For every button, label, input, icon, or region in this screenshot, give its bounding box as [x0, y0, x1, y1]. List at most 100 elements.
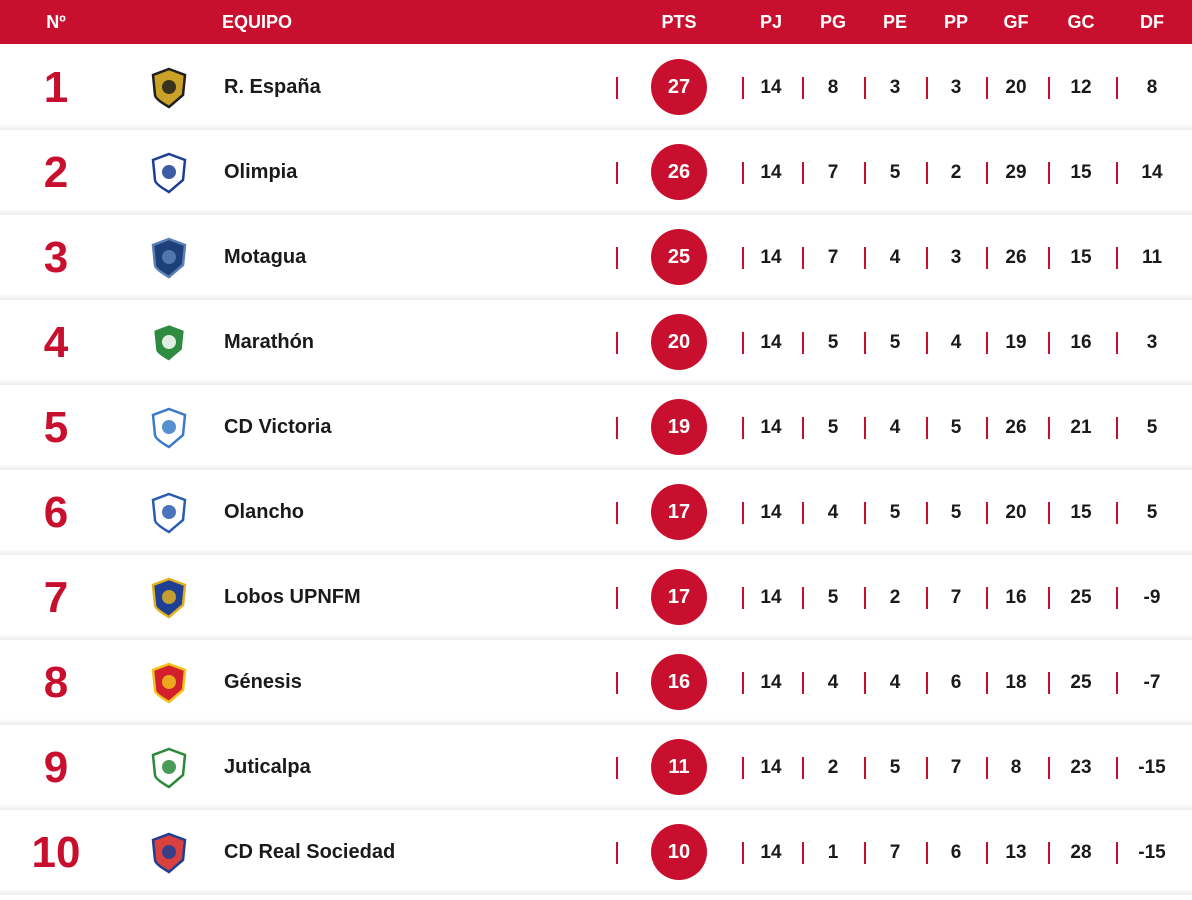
stat-goals-for: 16: [1005, 587, 1027, 608]
column-separator: [986, 332, 988, 354]
team-name[interactable]: Olimpia: [224, 161, 298, 183]
column-separator: [742, 247, 744, 269]
stat-goals-for: 13: [1005, 842, 1027, 863]
column-separator: [864, 842, 866, 864]
stat-played: 14: [760, 502, 782, 523]
stat-goals-for: 26: [1005, 417, 1027, 438]
stat-goals-against: 25: [1070, 587, 1092, 608]
table-header: Nº EQUIPO PTS PJ PG PE PP GF GC DF: [0, 0, 1192, 44]
column-separator: [1048, 247, 1050, 269]
column-separator: [742, 757, 744, 779]
column-separator: [1116, 757, 1118, 779]
column-separator: [926, 757, 928, 779]
stat-goals-against: 28: [1070, 842, 1092, 863]
column-separator: [1048, 502, 1050, 524]
marathon-crest-icon: [148, 300, 190, 385]
column-separator: [1116, 332, 1118, 354]
column-separator: [1116, 77, 1118, 99]
stat-goals-for: 29: [1005, 162, 1027, 183]
table-row: 3 Motagua 25 14 7 4 3 26 15 11: [0, 215, 1192, 300]
stat-played: 14: [760, 587, 782, 608]
points-badge: 26: [651, 144, 707, 200]
column-separator: [802, 332, 804, 354]
real-sociedad-crest-icon: [148, 810, 190, 895]
stat-drawn: 5: [889, 162, 901, 183]
team-name[interactable]: Génesis: [224, 671, 302, 693]
column-separator: [1048, 587, 1050, 609]
stat-drawn: 3: [889, 77, 901, 98]
row-position: 10: [31, 827, 81, 877]
points-badge: 27: [651, 59, 707, 115]
column-separator: [986, 587, 988, 609]
team-name[interactable]: R. España: [224, 76, 321, 98]
stat-won: 5: [827, 587, 839, 608]
header-goals-for: GF: [1003, 12, 1029, 32]
header-drawn: PE: [882, 12, 908, 32]
header-lost: PP: [943, 12, 969, 32]
team-name[interactable]: Olancho: [224, 501, 305, 523]
row-position: 6: [43, 487, 69, 537]
stat-played: 14: [760, 672, 782, 693]
table-row: 8 Génesis 16 14 4 4 6 18 25 -7: [0, 640, 1192, 725]
table-row: 9 Juticalpa 11 14 2 5 7 8 23 -15: [0, 725, 1192, 810]
column-separator: [864, 77, 866, 99]
column-separator: [802, 842, 804, 864]
row-position: 9: [43, 742, 69, 792]
stat-goals-for: 8: [1010, 757, 1022, 778]
stat-goals-against: 16: [1070, 332, 1092, 353]
column-separator: [926, 247, 928, 269]
team-name[interactable]: Juticalpa: [224, 756, 311, 778]
stat-goal-difference: 5: [1146, 502, 1158, 523]
header-position: Nº: [46, 12, 66, 32]
stat-goal-difference: -15: [1138, 757, 1166, 778]
column-separator: [986, 757, 988, 779]
stat-lost: 7: [950, 757, 962, 778]
column-separator: [802, 162, 804, 184]
column-separator: [864, 247, 866, 269]
stat-lost: 5: [950, 417, 962, 438]
column-separator: [742, 587, 744, 609]
stat-drawn: 5: [889, 757, 901, 778]
stat-goals-against: 12: [1070, 77, 1092, 98]
stat-goals-against: 25: [1070, 672, 1092, 693]
table-row: 7 Lobos UPNFM 17 14 5 2 7 16 25 -9: [0, 555, 1192, 640]
team-name[interactable]: CD Real Sociedad: [224, 841, 396, 863]
header-points: PTS: [661, 12, 697, 32]
stat-won: 7: [827, 247, 839, 268]
points-badge: 25: [651, 229, 707, 285]
column-separator: [802, 587, 804, 609]
juticalpa-crest-icon: [148, 725, 190, 810]
column-separator: [742, 77, 744, 99]
column-separator: [616, 587, 618, 609]
stat-goals-for: 18: [1005, 672, 1027, 693]
table-row: 4 Marathón 20 14 5 5 4 19 16 3: [0, 300, 1192, 385]
column-separator: [986, 247, 988, 269]
column-separator: [1048, 842, 1050, 864]
stat-lost: 6: [950, 842, 962, 863]
team-name[interactable]: Motagua: [224, 246, 307, 268]
table-row: 10 CD Real Sociedad 10 14 1 7 6 13 28 -15: [0, 810, 1192, 895]
column-separator: [864, 417, 866, 439]
header-goals-against: GC: [1067, 12, 1095, 32]
stat-played: 14: [760, 162, 782, 183]
points-badge: 16: [651, 654, 707, 710]
genesis-crest-icon: [148, 640, 190, 725]
team-name[interactable]: CD Victoria: [224, 416, 332, 438]
stat-played: 14: [760, 757, 782, 778]
team-name[interactable]: Lobos UPNFM: [224, 586, 361, 608]
column-separator: [864, 502, 866, 524]
table-row: 6 Olancho 17 14 4 5 5 20 15 5: [0, 470, 1192, 555]
stat-won: 8: [827, 77, 839, 98]
column-separator: [802, 757, 804, 779]
column-separator: [802, 417, 804, 439]
row-position: 2: [43, 147, 69, 197]
column-separator: [616, 162, 618, 184]
stat-drawn: 7: [889, 842, 901, 863]
column-separator: [802, 77, 804, 99]
stat-goals-against: 15: [1070, 162, 1092, 183]
team-name[interactable]: Marathón: [224, 331, 314, 353]
column-separator: [986, 672, 988, 694]
stat-lost: 3: [950, 247, 962, 268]
column-separator: [864, 162, 866, 184]
column-separator: [926, 842, 928, 864]
